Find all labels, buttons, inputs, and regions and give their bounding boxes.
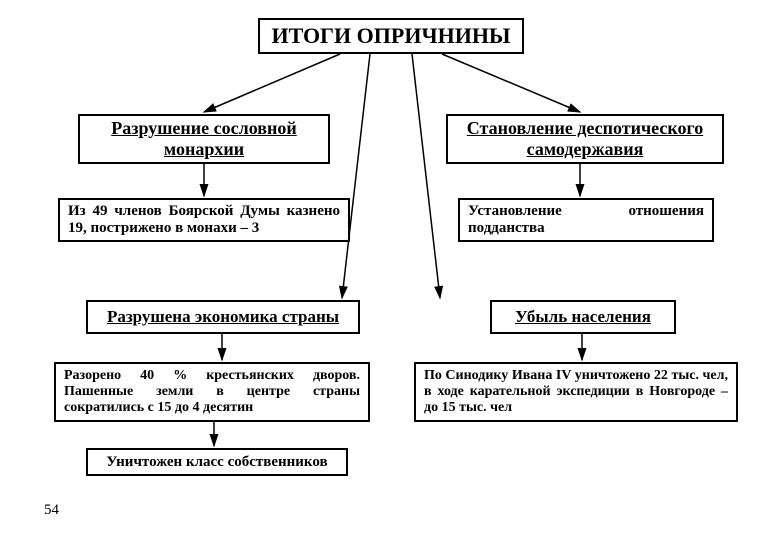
node-left2: Из 49 членов Боярской Думы казнено 19, п… <box>58 198 350 242</box>
node-left1: Разрушение сословной монархии <box>78 114 330 164</box>
node-right1-text: Становление деспотического самодержавия <box>456 118 714 160</box>
node-right2-text: Установление отношения подданства <box>468 203 704 237</box>
node-left3: Разрушена экономика страны <box>86 300 360 334</box>
node-right4-text: По Синодику Ивана IV уничтожено 22 тыс. … <box>424 368 728 416</box>
title-box: ИТОГИ ОПРИЧНИНЫ <box>258 18 524 54</box>
node-left2-text: Из 49 членов Боярской Думы казнено 19, п… <box>68 203 340 237</box>
node-left5: Уничтожен класс собственников <box>86 448 348 476</box>
node-right1: Становление деспотического самодержавия <box>446 114 724 164</box>
node-left4-text: Разорено 40 % крестьянских дворов. Пашен… <box>64 368 360 416</box>
node-left3-text: Разрушена экономика страны <box>107 307 339 327</box>
title-text: ИТОГИ ОПРИЧНИНЫ <box>271 23 510 49</box>
page-number: 54 <box>44 502 59 519</box>
node-right4: По Синодику Ивана IV уничтожено 22 тыс. … <box>414 362 738 422</box>
node-left5-text: Уничтожен класс собственников <box>106 454 327 471</box>
node-right3: Убыль населения <box>490 300 676 334</box>
node-left1-text: Разрушение сословной монархии <box>88 118 320 160</box>
node-left4: Разорено 40 % крестьянских дворов. Пашен… <box>54 362 370 422</box>
node-right2: Установление отношения подданства <box>458 198 714 242</box>
node-right3-text: Убыль населения <box>515 307 651 327</box>
page-number-text: 54 <box>44 502 59 518</box>
